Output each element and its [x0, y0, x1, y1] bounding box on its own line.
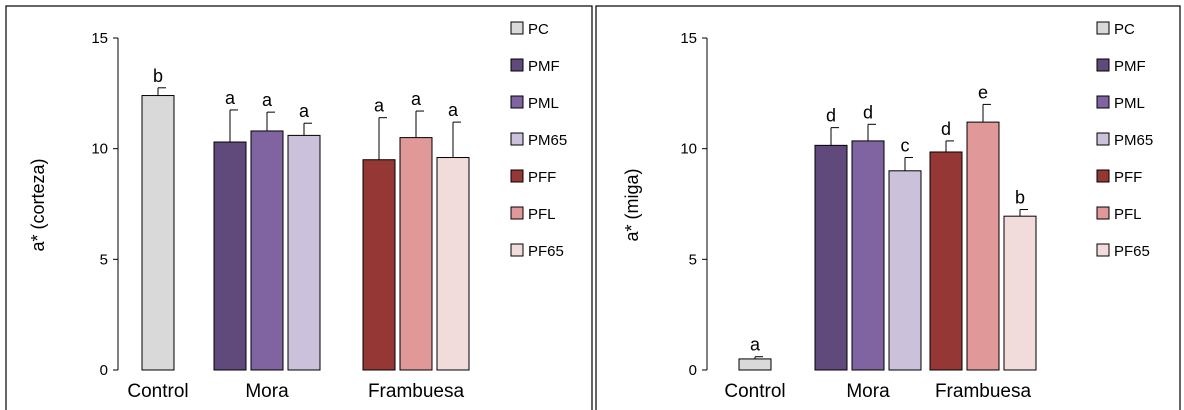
- legend-swatch-pml: [510, 95, 524, 109]
- y-tick-label: 15: [680, 30, 697, 47]
- x-group-label-control: Control: [724, 381, 785, 402]
- significance-letter-pf65: b: [1015, 188, 1025, 208]
- legend-label-pm65: PM65: [1114, 132, 1153, 149]
- significance-letter-pmf: a: [225, 88, 236, 108]
- significance-letter-pmf: d: [826, 106, 836, 126]
- x-group-label-mora: Mora: [245, 381, 289, 402]
- x-group-label-control: Control: [127, 381, 188, 402]
- legend-swatch-pc: [510, 21, 524, 35]
- legend-swatch-pm65: [510, 132, 524, 146]
- legend-swatch-pfl: [1096, 206, 1110, 220]
- x-group-label-mora: Mora: [846, 381, 890, 402]
- bar-pf65: [1003, 215, 1037, 371]
- significance-letter-pm65: c: [901, 136, 910, 156]
- legend-swatch-pff: [1096, 169, 1110, 183]
- legend-label-pf65: PF65: [528, 243, 564, 260]
- y-axis-title: a* (miga): [622, 168, 642, 241]
- y-tick-label: 10: [91, 141, 108, 158]
- bar-pml: [851, 140, 885, 371]
- y-tick-label: 5: [689, 251, 697, 268]
- legend-label-pfl: PFL: [528, 206, 556, 223]
- bar-pml: [250, 130, 284, 371]
- significance-letter-pff: d: [941, 119, 951, 139]
- y-tick-label: 10: [680, 141, 697, 158]
- legend-label-pml: PML: [528, 95, 559, 112]
- legend-label-pf65: PF65: [1114, 243, 1150, 260]
- legend-label-pmf: PMF: [1114, 58, 1146, 75]
- bar-pff: [929, 151, 963, 371]
- x-group-label-frambuesa: Frambuesa: [935, 381, 1032, 402]
- y-tick-label: 15: [91, 30, 108, 47]
- bar-pf65: [436, 157, 470, 371]
- legend-label-pc: PC: [1114, 21, 1135, 38]
- chart-panel-right: 0 5 10 15 a* (miga) a Control d d c Mora d e b Frambue…: [595, 5, 1181, 410]
- bar-pff: [362, 159, 396, 371]
- bar-pm65: [888, 170, 922, 371]
- bar-pfl: [966, 121, 1000, 371]
- significance-letter-pfl: e: [978, 82, 988, 102]
- bar-pc: [141, 95, 175, 371]
- legend-label-pc: PC: [528, 21, 549, 38]
- significance-letter-pf65: a: [448, 100, 459, 120]
- significance-letter-pml: a: [262, 90, 273, 110]
- bar-pc: [738, 358, 772, 371]
- bar-pmf: [213, 141, 247, 371]
- y-tick-label: 0: [689, 362, 697, 379]
- legend-label-pm65: PM65: [528, 132, 567, 149]
- legend-label-pff: PFF: [1114, 169, 1142, 186]
- significance-letter-pc: b: [153, 66, 163, 86]
- significance-letter-pc: a: [750, 335, 761, 355]
- panel-frame: [595, 5, 1181, 410]
- y-tick-label: 0: [100, 362, 108, 379]
- significance-letter-pfl: a: [411, 89, 422, 109]
- legend-swatch-pmf: [510, 58, 524, 72]
- y-axis-title: a* (corteza): [28, 158, 48, 251]
- legend-label-pfl: PFL: [1114, 206, 1142, 223]
- legend-swatch-pmf: [1096, 58, 1110, 72]
- y-tick-label: 5: [100, 251, 108, 268]
- bar-pfl: [399, 137, 433, 371]
- legend-swatch-pf65: [510, 243, 524, 257]
- legend-swatch-pff: [510, 169, 524, 183]
- legend-swatch-pfl: [510, 206, 524, 220]
- legend-swatch-pml: [1096, 95, 1110, 109]
- x-group-label-frambuesa: Frambuesa: [368, 381, 465, 402]
- significance-letter-pm65: a: [299, 101, 310, 121]
- legend-label-pmf: PMF: [528, 58, 560, 75]
- bar-pm65: [287, 134, 321, 371]
- legend-label-pff: PFF: [528, 169, 556, 186]
- legend-swatch-pf65: [1096, 243, 1110, 257]
- significance-letter-pff: a: [374, 96, 385, 116]
- legend-swatch-pc: [1096, 21, 1110, 35]
- bar-pmf: [814, 144, 848, 371]
- panel-frame: [5, 5, 593, 410]
- legend-label-pml: PML: [1114, 95, 1145, 112]
- chart-panel-left: 0 5 10 15 a* (corteza) b Control a a a Mora a a a Fram…: [5, 5, 593, 410]
- significance-letter-pml: d: [863, 102, 873, 122]
- legend-swatch-pm65: [1096, 132, 1110, 146]
